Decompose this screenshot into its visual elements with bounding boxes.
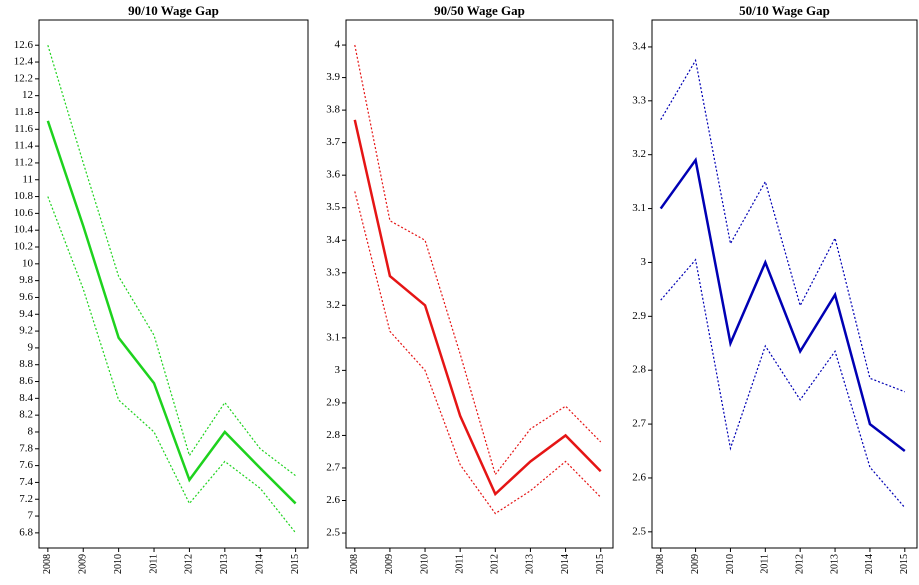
y-tick-label: 7 <box>28 510 34 522</box>
y-tick-label: 2.9 <box>326 396 340 408</box>
x-tick-label: 2015 <box>290 554 301 574</box>
x-tick-label: 2015 <box>595 554 606 574</box>
y-tick-label: 3.3 <box>632 94 646 106</box>
y-tick-label: 4 <box>335 39 341 51</box>
y-tick-label: 3.4 <box>326 234 340 246</box>
y-tick-label: 9.6 <box>19 291 33 303</box>
x-tick-label: 2013 <box>829 554 840 574</box>
y-tick-label: 12 <box>22 89 33 101</box>
y-tick-label: 3.1 <box>326 331 340 343</box>
panel-title: 90/50 Wage Gap <box>434 3 525 18</box>
y-tick-label: 12.6 <box>14 39 34 51</box>
y-tick-label: 9.8 <box>19 274 33 286</box>
band-line <box>660 258 906 508</box>
y-tick-label: 3.7 <box>326 136 340 148</box>
main-line <box>46 120 297 505</box>
y-tick-label: 7.8 <box>19 442 33 454</box>
y-tick-label: 2.9 <box>632 310 646 322</box>
y-tick-label: 11.4 <box>14 140 33 152</box>
y-tick-label: 3.6 <box>326 169 340 181</box>
y-tick-label: 3.8 <box>326 104 340 116</box>
y-tick-label: 11 <box>22 173 33 185</box>
y-tick-label: 3.9 <box>326 71 340 83</box>
x-tick-label: 2015 <box>899 554 910 574</box>
x-tick-label: 2014 <box>255 554 266 574</box>
band-line <box>47 196 297 534</box>
y-tick-label: 8.8 <box>19 358 33 370</box>
x-tick-label: 2010 <box>419 554 430 574</box>
y-tick-label: 3 <box>335 364 341 376</box>
y-tick-label: 8.4 <box>19 392 33 404</box>
y-tick-label: 3.3 <box>326 266 340 278</box>
y-tick-label: 3 <box>641 256 647 268</box>
x-tick-label: 2011 <box>454 554 465 574</box>
y-tick-label: 10.4 <box>14 224 34 236</box>
x-tick-label: 2009 <box>690 554 701 574</box>
y-tick-label: 12.4 <box>14 56 34 68</box>
y-tick-label: 10.2 <box>14 241 33 253</box>
x-tick-label: 2013 <box>525 554 536 574</box>
x-tick-label: 2011 <box>760 554 771 574</box>
y-tick-label: 2.8 <box>326 429 340 441</box>
y-tick-label: 7.6 <box>19 459 33 471</box>
y-tick-label: 3.1 <box>632 202 646 214</box>
x-tick-label: 2012 <box>490 554 501 574</box>
y-tick-label: 9.4 <box>19 308 33 320</box>
y-tick-label: 8.2 <box>19 409 33 421</box>
panel-title: 90/10 Wage Gap <box>128 3 219 18</box>
x-tick-label: 2010 <box>113 554 124 574</box>
y-tick-label: 7.2 <box>19 493 33 505</box>
plot-frame <box>345 19 614 549</box>
panel-title: 50/10 Wage Gap <box>739 3 830 18</box>
y-tick-label: 7.4 <box>19 476 33 488</box>
y-tick-label: 2.5 <box>326 527 340 539</box>
y-tick-label: 3.2 <box>326 299 340 311</box>
y-tick-label: 9 <box>28 341 34 353</box>
y-tick-label: 10.6 <box>14 207 34 219</box>
y-tick-label: 10.8 <box>14 190 34 202</box>
x-tick-label: 2008 <box>655 554 666 574</box>
y-tick-label: 2.8 <box>632 364 646 376</box>
x-tick-label: 2008 <box>42 554 53 574</box>
band-line <box>47 45 296 477</box>
band-line <box>354 191 602 515</box>
y-tick-label: 6.8 <box>19 526 33 538</box>
x-tick-label: 2012 <box>794 554 805 574</box>
x-tick-label: 2009 <box>78 554 89 574</box>
y-tick-label: 2.6 <box>326 494 340 506</box>
plot-frame <box>38 19 309 549</box>
x-tick-label: 2008 <box>349 554 360 574</box>
y-tick-label: 11.2 <box>14 156 33 168</box>
y-tick-label: 3.4 <box>632 40 646 52</box>
y-tick-label: 10 <box>22 257 34 269</box>
y-tick-label: 3.2 <box>632 148 646 160</box>
x-tick-label: 2009 <box>384 554 395 574</box>
main-line <box>659 156 906 453</box>
x-tick-label: 2014 <box>864 554 875 574</box>
x-tick-label: 2010 <box>725 554 736 574</box>
y-tick-label: 2.5 <box>632 525 646 537</box>
y-tick-label: 8.6 <box>19 375 33 387</box>
x-tick-label: 2012 <box>184 554 195 574</box>
y-tick-label: 9.2 <box>19 325 33 337</box>
band-line <box>660 58 906 393</box>
y-tick-label: 2.6 <box>632 471 646 483</box>
y-tick-label: 11.8 <box>14 106 33 118</box>
band-line <box>354 44 602 476</box>
y-tick-label: 8 <box>28 426 34 438</box>
y-tick-label: 12.2 <box>14 72 33 84</box>
x-tick-label: 2014 <box>560 554 571 574</box>
main-line <box>353 119 602 497</box>
y-tick-label: 2.7 <box>632 418 646 430</box>
y-tick-label: 3.5 <box>326 201 340 213</box>
x-tick-label: 2011 <box>148 554 159 574</box>
x-tick-label: 2013 <box>219 554 230 574</box>
y-tick-label: 11.6 <box>14 123 33 135</box>
plot-frame <box>651 19 918 549</box>
y-tick-label: 2.7 <box>326 462 340 474</box>
